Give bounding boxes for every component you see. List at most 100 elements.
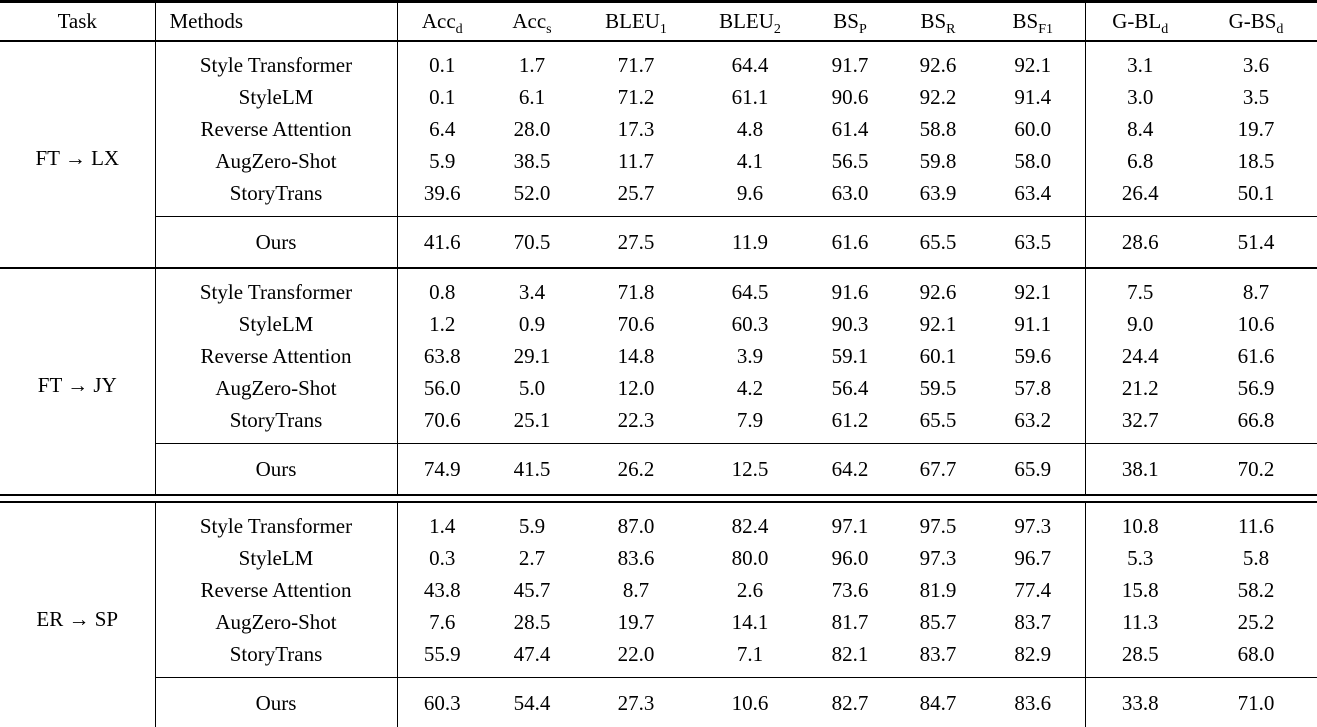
metric-value: 7.5 bbox=[1084, 269, 1195, 308]
metric-value: 25.7 bbox=[617, 180, 655, 205]
metric-value: 59.6 bbox=[1014, 343, 1052, 368]
method-name: Style Transformer bbox=[154, 502, 397, 542]
metric-value: 97.3 bbox=[1014, 513, 1052, 538]
metric-value: 41.6 bbox=[396, 216, 487, 267]
metric-value: 7.6 bbox=[396, 606, 487, 638]
metric-value: 68.0 bbox=[1237, 641, 1275, 666]
metric-value: 91.7 bbox=[831, 52, 869, 77]
metric-value: 84.7 bbox=[895, 677, 981, 727]
header-row: Task Methods Accd Accs BLEU1 BLEU2 BSP BSR BSF1 G… bbox=[0, 1, 1317, 42]
metric-value: 59.1 bbox=[831, 343, 869, 368]
metric-value: 3.9 bbox=[736, 343, 764, 368]
metric-value: 11.3 bbox=[1084, 606, 1195, 638]
column-label-subscript: P bbox=[858, 22, 867, 38]
column-label-subscript: 2 bbox=[773, 22, 781, 38]
table-header: Task Methods Accd Accs BLEU1 BLEU2 BSP BSR BSF1 G… bbox=[0, 1, 1317, 42]
metric-value: 65.5 bbox=[895, 216, 981, 267]
metric-value: 92.1 bbox=[919, 311, 957, 336]
metric-value: 22.3 bbox=[617, 407, 655, 432]
metric-value: 28.6 bbox=[1084, 216, 1195, 267]
column-header: Accd bbox=[396, 1, 487, 42]
metric-value: 14.1 bbox=[731, 609, 769, 634]
metric-value: 83.6 bbox=[617, 545, 655, 570]
metric-value: 56.9 bbox=[1237, 375, 1275, 400]
metric-value: 70.2 bbox=[1195, 443, 1317, 495]
column-header: BLEU1 bbox=[577, 1, 695, 42]
metric-value: 3.1 bbox=[1084, 41, 1195, 81]
table-row: StyleLM 0.3 2.7 83.6 80.0 96.0 97.3 96.7 5.3 5.8 bbox=[0, 542, 1317, 574]
column-label-base: BS bbox=[833, 9, 859, 33]
table-row: Reverse Attention 43.8 45.7 8.7 2.6 73.6 81.9 7… bbox=[0, 574, 1317, 606]
metric-value: 4.8 bbox=[736, 116, 764, 141]
metric-value: 24.4 bbox=[1084, 340, 1195, 372]
metric-value: 43.8 bbox=[396, 574, 487, 606]
metric-value: 50.1 bbox=[1237, 180, 1275, 205]
metric-value: 92.6 bbox=[919, 52, 957, 77]
metric-value: 33.8 bbox=[1084, 677, 1195, 727]
metric-value: 61.4 bbox=[831, 116, 869, 141]
metric-value: 26.2 bbox=[577, 443, 695, 495]
metric-value: 1.2 bbox=[396, 308, 487, 340]
method-name: StyleLM bbox=[154, 542, 397, 574]
metric-value: 45.7 bbox=[513, 577, 551, 602]
metric-value: 96.7 bbox=[1014, 545, 1052, 570]
metric-value: 58.2 bbox=[1237, 577, 1275, 602]
metric-value: 97.5 bbox=[919, 513, 957, 538]
metric-value: 9.6 bbox=[736, 180, 764, 205]
metric-value: 61.6 bbox=[805, 216, 895, 267]
table-row: StyleLM 1.2 0.9 70.6 60.3 90.3 92.1 91.1 9.0 10.6 bbox=[0, 308, 1317, 340]
table-row: AugZero-Shot 56.0 5.0 12.0 4.2 56.4 59.5 57.8 21… bbox=[0, 372, 1317, 404]
metric-value: 70.5 bbox=[487, 216, 577, 267]
metric-value: 22.0 bbox=[617, 641, 655, 666]
metric-value: 47.4 bbox=[513, 641, 551, 666]
table-row: AugZero-Shot 7.6 28.5 19.7 14.1 81.7 85.7 83.7 1… bbox=[0, 606, 1317, 638]
column-header: G-BSd bbox=[1195, 1, 1317, 42]
metric-value: 32.7 bbox=[1084, 404, 1195, 444]
column-label-base: Methods bbox=[169, 9, 244, 33]
metric-value: 97.1 bbox=[831, 513, 869, 538]
metric-value: 64.2 bbox=[805, 443, 895, 495]
method-name: Ours bbox=[154, 216, 397, 267]
metric-value: 92.2 bbox=[919, 84, 957, 109]
metric-value: 11.9 bbox=[695, 216, 805, 267]
column-header: BSF1 bbox=[981, 1, 1085, 42]
method-name: Ours bbox=[154, 443, 397, 495]
metric-value: 5.9 bbox=[396, 145, 487, 177]
metric-value: 71.2 bbox=[617, 84, 655, 109]
metric-value: 51.4 bbox=[1195, 216, 1317, 267]
metric-value: 91.4 bbox=[1014, 84, 1052, 109]
metric-value: 60.3 bbox=[731, 311, 769, 336]
metric-value: 39.6 bbox=[396, 177, 487, 217]
metric-value: 38.1 bbox=[1084, 443, 1195, 495]
metric-value: 8.7 bbox=[1242, 279, 1270, 304]
metric-value: 10.6 bbox=[1237, 311, 1275, 336]
metric-value: 61.2 bbox=[831, 407, 869, 432]
metric-value: 83.6 bbox=[981, 677, 1085, 727]
metric-value: 6.4 bbox=[396, 113, 487, 145]
metric-value: 18.5 bbox=[1237, 148, 1275, 173]
metric-value: 28.0 bbox=[513, 116, 551, 141]
metric-value: 81.7 bbox=[831, 609, 869, 634]
metric-value: 17.3 bbox=[617, 116, 655, 141]
metric-value: 3.4 bbox=[518, 279, 546, 304]
metric-value: 61.1 bbox=[731, 84, 769, 109]
metric-value: 15.8 bbox=[1084, 574, 1195, 606]
metric-value: 0.1 bbox=[396, 81, 487, 113]
method-name: Style Transformer bbox=[154, 41, 397, 81]
metric-value: 64.5 bbox=[731, 279, 769, 304]
metric-value: 63.8 bbox=[396, 340, 487, 372]
metric-value: 38.5 bbox=[513, 148, 551, 173]
metric-value: 71.8 bbox=[617, 279, 655, 304]
table-row: ER → SP Style Transformer 1.4 5.9 87.0 82.4 97… bbox=[0, 502, 1317, 631]
metric-value: 71.0 bbox=[1195, 677, 1317, 727]
metric-value: 0.3 bbox=[396, 542, 487, 574]
method-name: AugZero-Shot bbox=[154, 372, 397, 404]
method-name: Ours bbox=[154, 677, 397, 727]
metric-value: 10.8 bbox=[1084, 502, 1195, 542]
metric-value: 3.0 bbox=[1084, 81, 1195, 113]
method-name: Reverse Attention bbox=[154, 574, 397, 606]
column-label-subscript: F1 bbox=[1038, 22, 1053, 38]
column-header: BSP bbox=[805, 1, 895, 42]
metric-value: 74.9 bbox=[396, 443, 487, 495]
metric-value: 9.0 bbox=[1084, 308, 1195, 340]
